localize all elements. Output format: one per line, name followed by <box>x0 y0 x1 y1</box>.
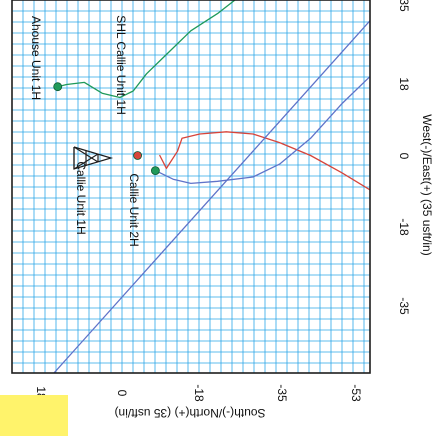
plot-frame <box>11 0 371 374</box>
well-path-4 <box>53 19 370 373</box>
grid <box>12 0 370 373</box>
well-label-1: Ahouse Unit 1H <box>29 16 43 100</box>
y-tick-label: -35 <box>397 297 411 315</box>
y-tick-label: 0 <box>397 153 411 160</box>
well-marker-2 <box>150 166 160 176</box>
well-label-4: Callie Unit 2H <box>127 173 141 246</box>
well-marker-1 <box>53 82 63 92</box>
x-tick-label: 0 <box>115 390 129 397</box>
well-path-2 <box>159 131 370 191</box>
y-axis-title: West(-)/East(+) (35 usft/in) <box>420 114 434 255</box>
well-marker-3 <box>133 151 143 160</box>
y-tick-label: 35 <box>397 0 411 12</box>
well-paths <box>53 0 370 373</box>
y-tick-label: -18 <box>397 218 411 236</box>
well-label-3: Callie Unit 1H <box>74 161 88 234</box>
labels: 18 0 -18 -35 -5335180-18-35South(-)/North(+)… <box>29 0 434 420</box>
y-tick-label: 18 <box>397 77 411 91</box>
x-tick-label: -35 <box>275 384 289 402</box>
x-tick-label: -53 <box>349 384 363 402</box>
well-markers <box>53 82 160 176</box>
well-path-1 <box>57 0 237 99</box>
rig-icon <box>73 146 114 170</box>
yellow-highlight <box>0 395 68 436</box>
well-label-2: SHL Callie Unit 1H <box>114 15 128 115</box>
x-tick-label: -18 <box>192 384 206 402</box>
x-axis-title: South(-)/North(+) (35 usft/in) <box>114 406 265 420</box>
well-path-3 <box>154 75 370 185</box>
